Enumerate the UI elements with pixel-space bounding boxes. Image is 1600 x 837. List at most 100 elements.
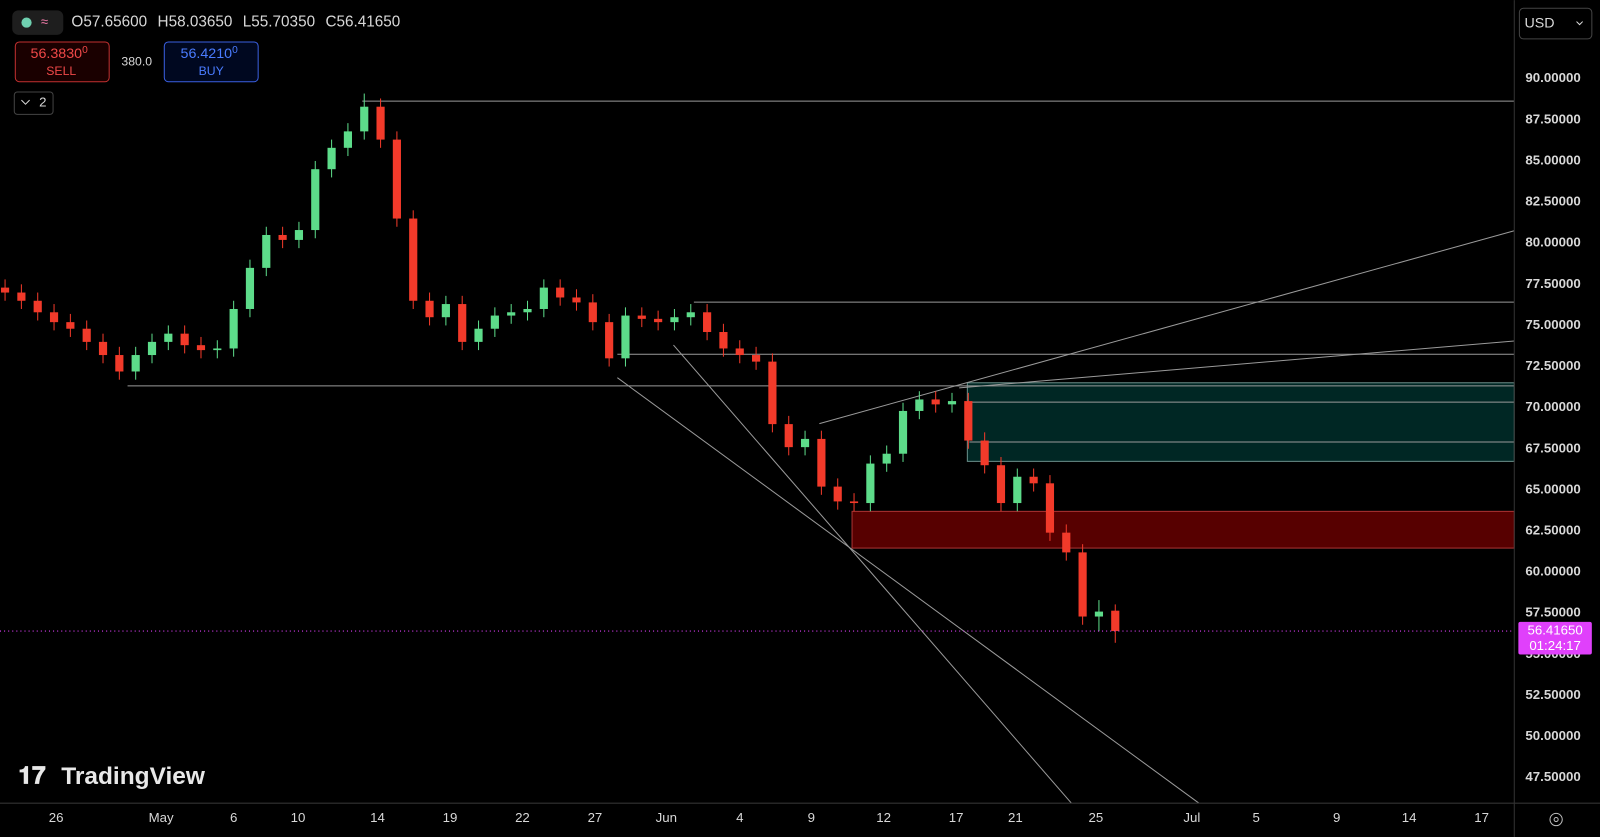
gear-core[interactable] [1553,816,1559,823]
candle-body [376,106,385,140]
ohlc-key: O [71,14,83,31]
countdown: 01:24:17 [1529,638,1581,653]
trend-line [673,344,1072,804]
y-tick-label: 67.50000 [1525,440,1580,455]
candle-body [490,315,499,329]
x-tick-label: 9 [1333,810,1340,825]
x-tick-label: 17 [1474,810,1489,825]
candle-body [164,333,173,342]
y-tick-label: 47.50000 [1525,769,1580,784]
sell-price-main[interactable]: 56.3830 [31,46,83,62]
candle-body [931,399,940,405]
x-tick-label: 9 [808,810,815,825]
spread: 380.0 [121,55,152,69]
y-tick-label: 85.00000 [1525,152,1580,167]
logo-mark: 𝟏𝟕 [18,763,46,790]
zone [851,510,1515,549]
candle-body [964,401,973,441]
candle-body [996,465,1006,504]
brand-logo: 𝟏𝟕 [18,763,46,790]
candle-body [278,234,287,240]
candle-body [115,355,124,372]
status-dot [21,17,32,28]
ohlc-key: L [243,14,252,31]
y-tick-label: 82.50000 [1525,194,1580,209]
x-tick-label: Jul [1183,810,1200,825]
x-tick-label: 4 [736,810,743,825]
indicator-count[interactable]: 2 [39,95,46,110]
y-tick-label: 80.00000 [1525,235,1580,250]
zone [966,382,1515,462]
ohlc-value: 55.70350 [251,14,315,31]
currency-box[interactable] [1518,7,1593,40]
y-tick-label: 57.50000 [1525,605,1580,620]
x-tick-label: Jun [656,810,677,825]
candle-body [1111,610,1120,632]
candle-body [213,348,222,351]
candle-body [556,287,565,298]
sell-price[interactable]: 56.38300 [31,45,89,62]
indicator-toggle[interactable]: 2 [13,91,54,115]
x-tick-label: 27 [588,810,603,825]
x-tick-label: 5 [1252,810,1259,825]
candle-body [947,401,957,405]
candles [0,93,1120,643]
candle-body [752,355,761,362]
candle-body [0,287,10,293]
x-tick-label: 14 [370,810,385,825]
sell-price-sup[interactable]: 0 [82,45,88,56]
ohlc-value: 56.41650 [337,14,401,31]
wave-icon: ≈ [41,14,48,29]
candle-body [800,438,810,448]
buy-price[interactable]: 56.42100 [181,45,239,62]
candle-body [1045,483,1055,533]
y-tick-label: 50.00000 [1525,728,1580,743]
y-tick-label: 75.00000 [1525,317,1580,332]
buy-price-main[interactable]: 56.4210 [181,46,233,62]
status-pill [12,10,64,35]
candle-body [915,399,924,411]
buy-price-sup[interactable]: 0 [232,45,238,56]
ohlc-key: C [325,14,336,31]
buy-label[interactable]: BUY [199,64,224,78]
x-tick-label: 12 [876,810,891,825]
candle-body [262,234,271,268]
candle-body [866,463,875,504]
currency-select[interactable]: USD [1518,7,1593,40]
indicator-box[interactable] [13,91,54,115]
buy-box[interactable] [163,41,259,83]
currency[interactable]: USD [1524,15,1554,31]
buy-button[interactable]: 56.42100 BUY [163,41,259,83]
x-tick-label: 14 [1402,810,1417,825]
candle-body [621,315,630,359]
x-tick-label: 19 [443,810,458,825]
x-tick-label: May [149,810,174,825]
candle-body [409,218,418,301]
candle-body [33,300,42,313]
sell-box[interactable] [14,41,110,83]
x-tick-label: 26 [49,810,64,825]
candle-body [392,139,401,219]
gear[interactable] [1549,812,1563,827]
candle-body [1094,611,1104,617]
candle-body [980,440,989,466]
sell-label[interactable]: SELL [46,64,76,78]
y-tick-label: 52.50000 [1525,687,1580,702]
settings-icon[interactable] [1549,812,1563,827]
y-tick-label: 65.00000 [1525,481,1580,496]
y-tick-label: 90.00000 [1525,70,1580,85]
candle-body [229,308,238,349]
chevron[interactable] [1576,21,1584,26]
ohlc-value: 58.03650 [169,14,233,31]
candle-body [441,304,450,318]
chevron[interactable] [21,99,30,105]
candle-body [458,304,467,342]
x-tick-label: 25 [1088,810,1103,825]
candle-body [196,345,206,351]
candle-body [49,312,59,323]
drawings [127,100,1515,804]
candle-body [686,312,695,318]
sell-button[interactable]: 56.38300 SELL [14,41,110,83]
